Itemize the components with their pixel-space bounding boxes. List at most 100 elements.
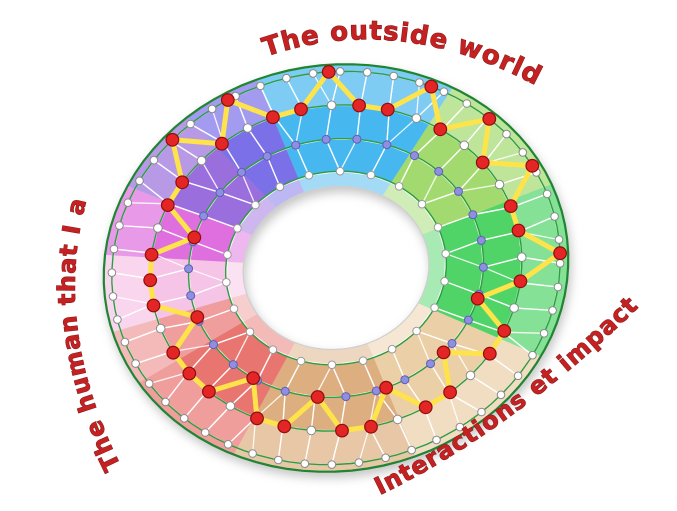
ring-node[interactable]	[335, 166, 345, 176]
ring-node[interactable]	[476, 235, 486, 245]
ring-node[interactable]	[430, 303, 439, 313]
highlight-node[interactable]	[335, 423, 349, 438]
ring-node[interactable]	[410, 151, 419, 161]
highlight-node[interactable]	[143, 273, 158, 288]
ring-node[interactable]	[306, 425, 317, 436]
ring-node[interactable]	[291, 140, 301, 150]
highlight-node[interactable]	[482, 111, 497, 126]
highlight-node[interactable]	[144, 247, 159, 262]
ring-node[interactable]	[327, 360, 337, 370]
ring-node[interactable]	[300, 459, 310, 469]
ring-node[interactable]	[233, 224, 242, 233]
ring-node[interactable]	[513, 371, 523, 381]
ring-node[interactable]	[131, 359, 140, 368]
ring-node[interactable]	[439, 87, 449, 96]
ring-node[interactable]	[454, 186, 463, 196]
highlight-node[interactable]	[166, 345, 181, 360]
ring-node[interactable]	[135, 176, 144, 186]
ring-node[interactable]	[539, 329, 549, 338]
highlight-node[interactable]	[511, 223, 526, 238]
ring-node[interactable]	[196, 155, 207, 166]
ring-node[interactable]	[555, 259, 565, 268]
ring-node[interactable]	[184, 264, 194, 274]
ring-node[interactable]	[123, 198, 133, 207]
ring-node[interactable]	[553, 282, 563, 292]
ring-node[interactable]	[186, 291, 196, 301]
ring-node[interactable]	[200, 428, 210, 437]
ring-node[interactable]	[242, 123, 253, 133]
ring-node[interactable]	[256, 81, 265, 91]
ring-node[interactable]	[434, 166, 444, 176]
highlight-node[interactable]	[277, 419, 292, 434]
ring-node[interactable]	[502, 129, 511, 139]
ring-node[interactable]	[362, 68, 372, 77]
highlight-node[interactable]	[310, 390, 325, 404]
ring-node[interactable]	[229, 304, 239, 314]
ring-node[interactable]	[432, 435, 441, 445]
sector-purple[interactable]	[127, 117, 277, 236]
highlight-node[interactable]	[470, 291, 485, 306]
ring-node[interactable]	[321, 134, 331, 144]
ring-node[interactable]	[153, 223, 163, 233]
ring-node[interactable]	[149, 155, 159, 165]
highlight-node[interactable]	[482, 346, 497, 361]
highlight-node[interactable]	[201, 384, 216, 399]
highlight-node[interactable]	[503, 199, 518, 214]
ring-node[interactable]	[108, 292, 118, 301]
highlight-node[interactable]	[525, 158, 540, 173]
ring-node[interactable]	[468, 210, 478, 220]
highlight-node[interactable]	[175, 175, 190, 190]
highlight-node[interactable]	[294, 102, 308, 117]
ring-node[interactable]	[417, 199, 427, 209]
ring-node[interactable]	[296, 356, 306, 366]
highlight-node[interactable]	[424, 79, 439, 94]
sector-orchid[interactable]	[105, 186, 253, 263]
ring-node[interactable]	[275, 182, 285, 192]
ring-node[interactable]	[407, 445, 416, 455]
ring-node[interactable]	[144, 379, 154, 388]
highlight-node[interactable]	[433, 122, 448, 137]
ring-node[interactable]	[433, 223, 443, 232]
highlight-node[interactable]	[146, 298, 161, 313]
ring-node[interactable]	[251, 200, 260, 210]
ring-node[interactable]	[199, 211, 209, 221]
ring-node[interactable]	[426, 359, 435, 369]
ring-node[interactable]	[304, 171, 314, 180]
highlight-node[interactable]	[160, 198, 175, 213]
ring-node[interactable]	[371, 386, 381, 396]
ring-node[interactable]	[222, 278, 231, 287]
ring-node[interactable]	[107, 268, 117, 278]
highlight-node[interactable]	[443, 385, 458, 400]
ring-node[interactable]	[327, 460, 337, 469]
ring-node[interactable]	[387, 344, 397, 354]
highlight-node[interactable]	[436, 345, 451, 360]
ring-node[interactable]	[262, 151, 272, 161]
ring-node[interactable]	[326, 100, 337, 111]
ring-node[interactable]	[358, 356, 368, 366]
ring-node[interactable]	[115, 221, 124, 230]
ring-node[interactable]	[463, 315, 473, 325]
ring-node[interactable]	[518, 148, 528, 157]
ring-node[interactable]	[113, 315, 122, 324]
ring-node[interactable]	[282, 73, 291, 83]
ring-node[interactable]	[415, 78, 424, 87]
highlight-node[interactable]	[513, 274, 528, 289]
highlight-node[interactable]	[475, 155, 490, 170]
ring-node[interactable]	[248, 449, 257, 458]
ring-node[interactable]	[542, 189, 552, 199]
ring-node[interactable]	[215, 188, 225, 197]
ring-node[interactable]	[528, 350, 537, 360]
ring-node[interactable]	[223, 250, 232, 259]
ring-node[interactable]	[550, 212, 559, 221]
ring-node[interactable]	[120, 337, 130, 347]
ring-node[interactable]	[155, 323, 166, 334]
ring-node[interactable]	[400, 375, 410, 385]
ring-node[interactable]	[280, 386, 290, 396]
ring-node[interactable]	[161, 397, 170, 407]
highlight-node[interactable]	[379, 380, 394, 395]
ring-node[interactable]	[186, 119, 195, 129]
highlight-node[interactable]	[246, 371, 261, 386]
highlight-node[interactable]	[187, 230, 202, 245]
ring-node[interactable]	[381, 453, 390, 463]
ring-node[interactable]	[412, 326, 421, 336]
